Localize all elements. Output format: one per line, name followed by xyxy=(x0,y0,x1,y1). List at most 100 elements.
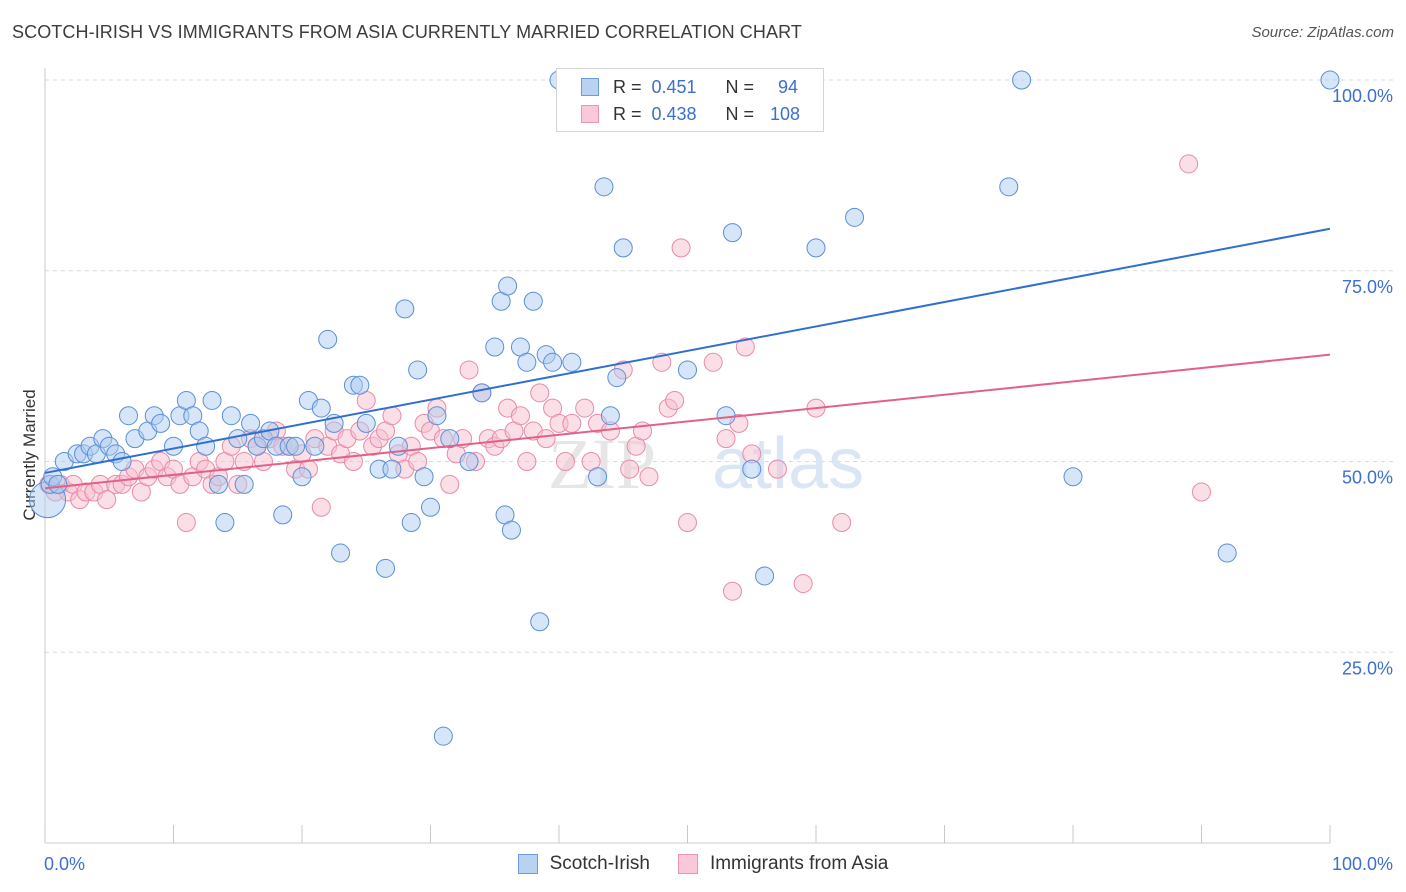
immigrants-from-asia-point xyxy=(234,452,254,471)
legend-n-label: N = xyxy=(725,76,755,97)
scotch-irish-point xyxy=(1217,543,1237,563)
scotch-irish-point xyxy=(523,291,543,311)
scotch-irish-point xyxy=(221,406,241,426)
scotch-irish-point xyxy=(376,558,396,578)
immigrants-from-asia-point xyxy=(665,390,685,410)
legend-n-value: 108 xyxy=(770,103,801,124)
immigrants-from-asia-point xyxy=(652,352,672,372)
scotch-irish-point xyxy=(408,360,428,380)
scotch-irish-point xyxy=(588,467,608,487)
immigrants-from-asia-point xyxy=(703,352,723,372)
scotch-irish-point xyxy=(164,436,183,456)
scotch-irish-point xyxy=(356,413,376,433)
scotch-irish-point xyxy=(1012,70,1032,90)
scotch-irish-point xyxy=(241,413,261,433)
immigrants-from-asia-point xyxy=(793,574,813,594)
scotch-irish-point xyxy=(806,238,826,258)
scotch-irish-point xyxy=(755,566,775,586)
legend-swatch-blue xyxy=(581,78,599,96)
scotch-irish-point xyxy=(414,467,434,487)
scotch-irish-point xyxy=(318,329,338,349)
legend-row-immigrants-from-asia: R = 0.438 N = 108 xyxy=(581,103,800,125)
legend-item-scotch-irish[interactable]: Scotch-Irish xyxy=(517,852,650,876)
scotch-irish-point xyxy=(999,177,1019,197)
scotch-irish-trend-line xyxy=(44,227,1331,474)
immigrants-from-asia-point xyxy=(382,406,402,426)
legend-label-immigrants-from-asia: Immigrants from Asia xyxy=(709,853,889,874)
scotch-irish-point xyxy=(472,383,492,403)
immigrants-from-asia-point xyxy=(536,429,556,449)
watermark-atlas: atlas xyxy=(712,424,864,504)
scotch-irish-point xyxy=(678,360,697,380)
y-tick-label: 50.0% xyxy=(1342,468,1393,488)
immigrants-from-asia-point xyxy=(1192,482,1211,502)
y-tick-label: 100.0% xyxy=(1332,86,1393,106)
immigrants-from-asia-point xyxy=(562,413,582,433)
legend-swatch-pink xyxy=(677,854,698,874)
scotch-irish-point xyxy=(742,459,762,479)
legend-r-label: R = xyxy=(613,76,642,97)
tick-labels: 25.0% 50.0% 75.0% 100.0% 0.0% 100.0% xyxy=(44,86,1393,874)
scotch-irish-point xyxy=(305,436,325,456)
immigrants-from-asia-trend-line xyxy=(44,353,1331,490)
immigrants-from-asia-point xyxy=(459,360,479,380)
scotch-irish-point xyxy=(613,238,633,258)
immigrants-from-asia-point xyxy=(311,497,331,517)
immigrants-from-asia-point xyxy=(671,238,691,258)
scotch-irish-point xyxy=(427,406,447,426)
immigrants-from-asia-point xyxy=(716,429,736,449)
scotch-irish-point xyxy=(202,390,222,410)
scotch-irish-point xyxy=(501,520,521,540)
scotch-irish-point xyxy=(292,467,312,487)
immigrants-from-asia-point xyxy=(176,513,196,533)
immigrants-from-asia-point xyxy=(517,452,537,471)
scotch-irish-point xyxy=(498,276,518,296)
legend-r-value: 0.438 xyxy=(651,103,697,124)
legend-row-scotch-irish: R = 0.451 N = 94 xyxy=(581,76,798,98)
scotch-irish-point xyxy=(151,413,171,433)
scotch-irish-point xyxy=(395,299,415,319)
immigrants-from-asia-point xyxy=(620,459,640,479)
scotch-irish-point xyxy=(459,452,479,471)
trend-lines xyxy=(44,227,1331,490)
legend-r-label: R = xyxy=(613,103,642,124)
legend-n-value: 94 xyxy=(778,76,799,97)
scotch-irish-point xyxy=(594,177,614,197)
scotch-irish-point xyxy=(1320,70,1340,90)
scotch-irish-point xyxy=(119,406,139,426)
scotch-irish-point xyxy=(517,352,537,372)
scotch-irish-point xyxy=(607,368,627,388)
legend-r-value: 0.451 xyxy=(651,76,697,97)
scotch-irish-point xyxy=(208,474,228,494)
immigrants-from-asia-point xyxy=(510,406,530,426)
scotch-irish-point xyxy=(722,223,742,243)
scotch-irish-point xyxy=(382,459,402,479)
scotch-irish-point xyxy=(543,352,563,372)
immigrants-from-asia-point xyxy=(735,337,755,357)
legend-swatch-pink xyxy=(581,105,599,123)
scotch-irish-point xyxy=(716,406,736,426)
legend-item-immigrants-from-asia[interactable]: Immigrants from Asia xyxy=(677,852,889,876)
scotch-irish-point xyxy=(331,543,351,563)
series-scotch-irish xyxy=(29,70,1340,746)
correlation-legend: R = 0.451 N = 94 R = 0.438 N = 108 xyxy=(556,68,824,132)
scotch-irish-point xyxy=(350,375,370,395)
scotch-irish-point xyxy=(401,513,421,533)
scotch-irish-point xyxy=(273,505,293,525)
immigrants-from-asia-point xyxy=(678,513,697,533)
immigrants-from-asia-point xyxy=(1179,154,1199,174)
scotch-irish-point xyxy=(1063,467,1083,487)
scotch-irish-point xyxy=(440,429,460,449)
scotch-irish-point xyxy=(196,436,216,456)
immigrants-from-asia-point xyxy=(575,398,595,418)
chart-title: SCOTCH-IRISH VS IMMIGRANTS FROM ASIA CUR… xyxy=(12,22,802,42)
immigrants-from-asia-point xyxy=(832,513,852,533)
immigrants-from-asia-point xyxy=(722,581,742,601)
y-tick-label: 25.0% xyxy=(1342,658,1393,678)
scotch-irish-point xyxy=(421,497,440,517)
scotch-irish-point xyxy=(562,352,582,372)
legend-n-label: N = xyxy=(725,103,755,124)
immigrants-from-asia-point xyxy=(639,467,659,487)
axes xyxy=(44,68,1331,844)
